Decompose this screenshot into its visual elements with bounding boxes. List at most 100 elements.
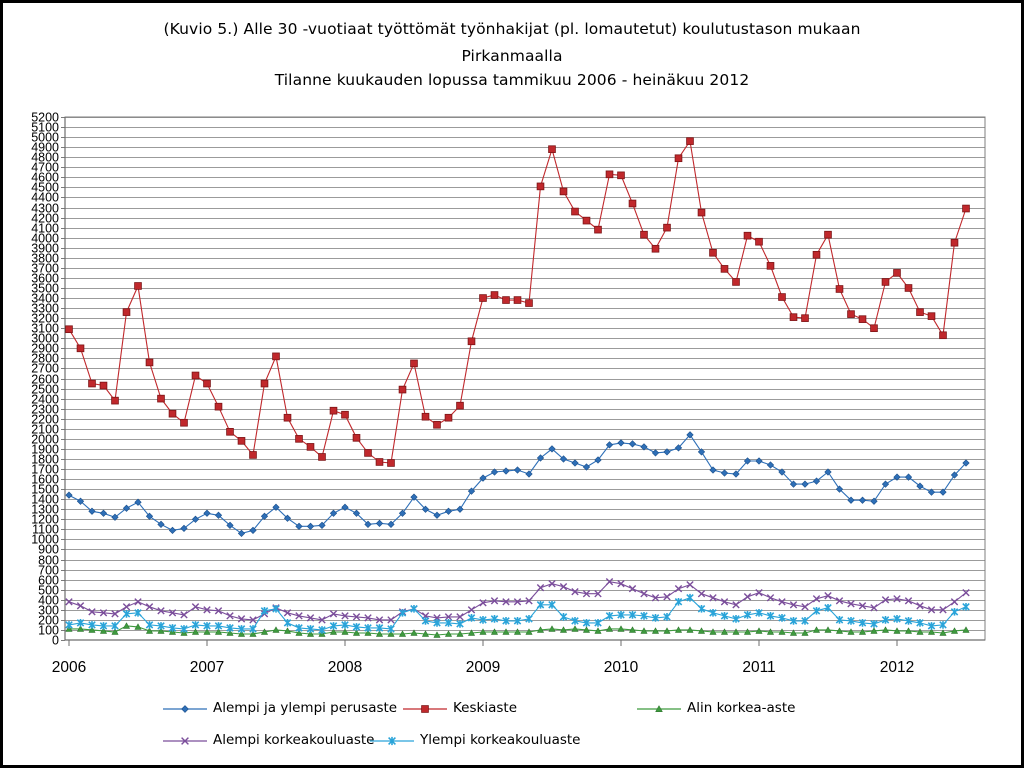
data-point-4	[180, 625, 188, 633]
data-point-1	[824, 230, 832, 239]
data-point-3	[835, 597, 844, 605]
data-point-2	[778, 628, 786, 635]
data-point-0	[306, 522, 315, 530]
data-point-0	[249, 526, 257, 534]
data-point-0	[329, 509, 338, 517]
data-point-2	[732, 628, 740, 635]
data-point-0	[927, 488, 936, 496]
data-point-2	[502, 628, 510, 635]
data-point-0	[663, 448, 671, 456]
data-point-1	[387, 459, 395, 467]
legend-label-3: Alempi korkeakouluaste	[213, 732, 375, 748]
data-point-4	[663, 613, 671, 621]
data-point-4	[916, 619, 924, 627]
data-point-3	[295, 612, 303, 620]
data-point-3	[387, 616, 395, 624]
data-point-4	[778, 614, 786, 622]
data-point-0	[674, 444, 683, 452]
data-point-3	[950, 598, 959, 606]
data-point-3	[755, 589, 763, 597]
x-tick-label: 2006	[52, 659, 86, 676]
data-point-3	[536, 584, 545, 592]
data-point-4	[548, 600, 556, 609]
y-tick-label: 3200	[31, 312, 59, 326]
data-point-1	[88, 379, 96, 388]
data-point-1	[191, 371, 200, 380]
data-point-2	[950, 627, 959, 634]
data-point-0	[387, 520, 395, 528]
data-point-1	[157, 394, 165, 403]
data-point-4	[502, 617, 510, 625]
data-point-4	[870, 620, 878, 628]
data-point-0	[858, 496, 867, 504]
data-point-3	[249, 616, 257, 624]
data-point-3	[306, 614, 315, 622]
data-point-3	[927, 606, 936, 614]
data-point-4	[226, 624, 234, 632]
data-point-0	[697, 448, 706, 456]
data-point-1	[640, 230, 648, 239]
data-point-3	[525, 597, 533, 605]
data-point-4	[559, 613, 568, 621]
legend-swatch-4	[370, 736, 414, 746]
y-tick-label: 4900	[31, 141, 59, 155]
y-tick-label: 800	[38, 554, 59, 568]
data-point-1	[272, 352, 280, 361]
data-point-1	[226, 428, 234, 436]
data-point-1	[421, 412, 430, 421]
data-point-2	[157, 627, 165, 634]
data-point-2	[628, 626, 637, 633]
data-point-0	[789, 480, 798, 488]
plot-area	[64, 116, 986, 641]
legend-label-2: Alin korkea-aste	[687, 700, 796, 716]
data-point-2	[249, 630, 257, 637]
data-point-0	[467, 487, 476, 495]
data-point-2	[835, 627, 844, 634]
x-tick-label: 2009	[466, 659, 500, 676]
data-point-4	[99, 622, 108, 630]
data-point-4	[157, 622, 165, 630]
data-point-0	[640, 443, 648, 451]
data-point-0	[134, 498, 142, 506]
data-point-4	[812, 606, 821, 615]
data-point-1	[950, 238, 959, 247]
y-tick-label: 2400	[31, 393, 59, 407]
data-point-0	[214, 511, 223, 519]
data-point-0	[99, 509, 108, 517]
data-point-0	[824, 468, 832, 476]
data-point-0	[582, 463, 591, 471]
y-tick-label: 2000	[31, 433, 59, 447]
legend-swatch-0	[163, 705, 207, 713]
data-point-4	[686, 593, 694, 602]
data-point-1	[605, 170, 614, 179]
data-point-3	[628, 585, 637, 593]
data-point-2	[272, 626, 280, 633]
data-point-4	[306, 625, 315, 633]
data-point-1	[778, 293, 786, 301]
y-tick-label: 3900	[31, 242, 59, 256]
y-tick-label: 1900	[31, 443, 59, 457]
data-point-1	[571, 207, 579, 216]
y-tick-label: 2300	[31, 403, 59, 417]
legend-entry-2: Alin korkea-aste	[635, 699, 835, 719]
data-point-2	[640, 627, 648, 634]
data-point-4	[950, 607, 959, 616]
legend-marker	[181, 737, 189, 745]
data-point-2	[916, 628, 924, 635]
data-point-3	[134, 598, 142, 606]
data-point-1	[99, 381, 108, 390]
legend-entry-1: Keskiaste	[401, 699, 561, 719]
y-tick-label: 4000	[31, 232, 59, 246]
data-point-0	[766, 461, 775, 469]
data-point-0	[559, 455, 568, 463]
data-point-2	[594, 627, 602, 634]
data-point-1	[283, 413, 292, 422]
data-point-1	[904, 284, 913, 292]
data-point-4	[111, 622, 119, 630]
data-point-1	[306, 443, 315, 451]
data-point-0	[939, 488, 947, 496]
data-point-0	[732, 470, 740, 478]
data-point-4	[766, 612, 775, 620]
data-point-3	[766, 594, 775, 602]
data-point-3	[812, 595, 821, 603]
